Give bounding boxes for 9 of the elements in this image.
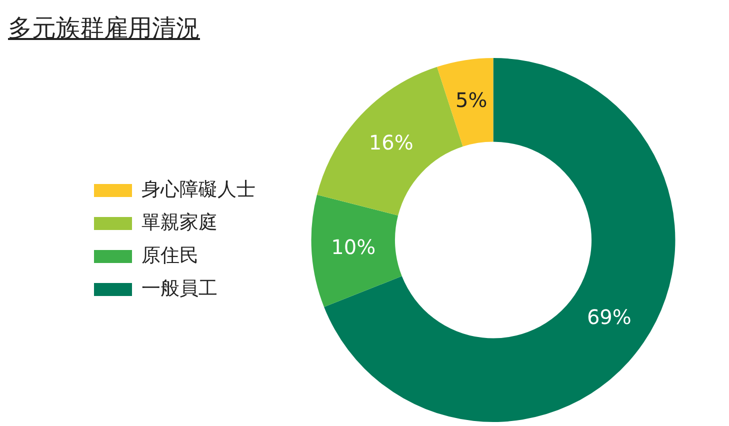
data-label: 69% xyxy=(586,304,632,329)
data-label: 10% xyxy=(331,235,376,260)
chart-title: 多元族群雇用清況 xyxy=(8,13,200,44)
legend-label: 單親家庭 xyxy=(142,211,218,234)
legend-label: 原住民 xyxy=(142,244,198,266)
data-label: 5% xyxy=(455,88,488,112)
legend-label: 一般員工 xyxy=(142,277,218,300)
legend-label: 身心障礙人士 xyxy=(142,178,256,200)
data-label: 16% xyxy=(368,130,414,154)
